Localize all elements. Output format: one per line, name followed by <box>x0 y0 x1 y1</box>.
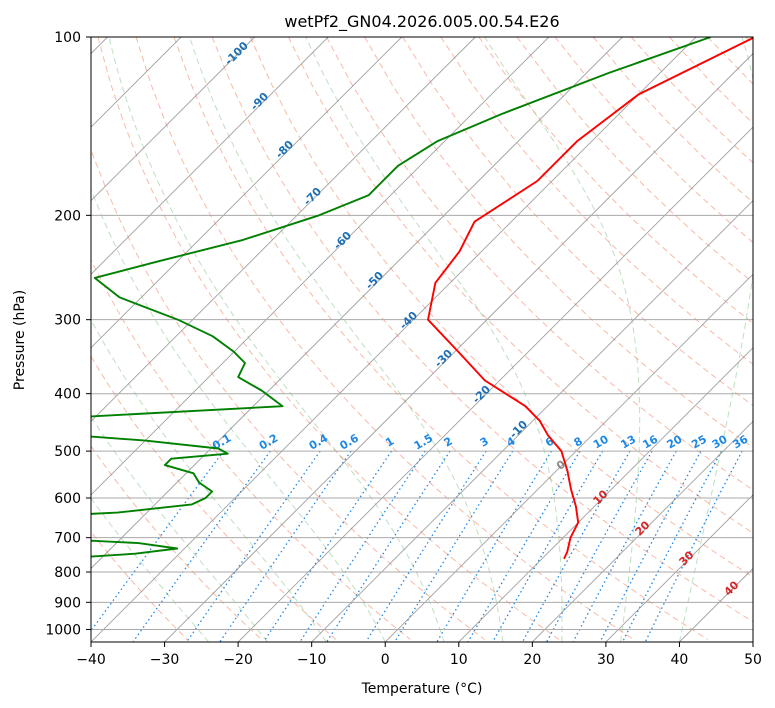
pressure-grid <box>91 37 753 630</box>
x-tick-label: 20 <box>523 652 541 668</box>
mixing-ratio-line <box>546 450 653 642</box>
mixing-ratio-line <box>326 450 451 642</box>
x-axis-label: Temperature (°C) <box>361 681 483 697</box>
y-tick-label: 300 <box>54 313 81 329</box>
dry-adiabat <box>287 37 753 534</box>
moist-adiabat <box>484 37 641 642</box>
y-tick-label: 900 <box>54 595 81 611</box>
mixing-ratio-line <box>262 450 393 642</box>
mixing-ratio-line <box>467 450 581 642</box>
isotherm-line <box>91 37 697 642</box>
mixing-ratio-lines <box>91 450 743 642</box>
moist-adiabat <box>91 188 386 642</box>
mixing-ratio-line <box>219 450 352 642</box>
dewpoint-profile-line <box>91 37 712 558</box>
isotherm-line <box>384 273 753 642</box>
moist-adiabat <box>91 415 268 642</box>
x-tick-label: 30 <box>597 652 615 668</box>
x-tick-label: −30 <box>150 652 180 668</box>
x-tick-label: 50 <box>744 652 762 668</box>
moist-adiabat <box>678 37 753 642</box>
mixing-ratio-line <box>521 450 631 642</box>
plot-frame <box>90 36 754 643</box>
mixing-ratio-line <box>599 450 702 642</box>
dry-adiabat <box>91 531 188 640</box>
dry-adiabat <box>211 37 753 623</box>
chart-title: wetPf2_GN04.2026.005.00.54.E26 <box>284 12 559 32</box>
isotherm-line <box>311 200 753 642</box>
dry-adiabat <box>173 37 709 640</box>
isotherm-line <box>91 37 550 496</box>
isotherm-line <box>458 347 753 642</box>
y-axis-label: Pressure (hPa) <box>12 290 28 390</box>
mixing-ratio-line <box>299 450 426 642</box>
y-axis-ticks: 100 200 300 400 500 600 700 800 900 1000 <box>45 30 91 638</box>
y-tick-label: 1000 <box>45 622 81 638</box>
moist-adiabat <box>305 37 563 642</box>
y-tick-label: 500 <box>54 444 81 460</box>
y-tick-label: 800 <box>54 565 81 581</box>
moist-adiabat <box>91 318 327 642</box>
isotherm-line <box>605 494 753 642</box>
temperature-profile-line <box>427 37 753 560</box>
y-tick-label: 400 <box>54 387 81 403</box>
x-tick-label: 10 <box>450 652 468 668</box>
dry-adiabat <box>440 37 753 365</box>
isotherm-line <box>164 52 753 642</box>
isotherm-line <box>91 37 329 275</box>
isotherm-line <box>532 420 753 642</box>
sounding-series <box>91 37 753 560</box>
x-tick-label: −20 <box>223 652 253 668</box>
dry-adiabats <box>91 37 753 640</box>
moist-adiabat <box>108 37 445 642</box>
moist-adiabats <box>91 37 753 642</box>
mixing-ratio-line <box>572 450 677 642</box>
mixing-ratio-line <box>91 450 225 632</box>
isotherm-line <box>237 126 753 642</box>
x-tick-label: 40 <box>671 652 689 668</box>
y-tick-label: 100 <box>54 30 81 46</box>
mixing-ratio-line <box>622 450 722 642</box>
isotherm-line <box>91 37 476 422</box>
moist-adiabat <box>189 37 504 642</box>
y-tick-label: 600 <box>54 491 81 507</box>
y-tick-label: 200 <box>54 208 81 224</box>
x-tick-label: −10 <box>297 652 327 668</box>
dry-adiabat <box>402 37 753 407</box>
dry-adiabat <box>135 37 634 640</box>
dry-adiabat <box>91 355 337 640</box>
dry-adiabat <box>97 37 560 640</box>
y-tick-label: 700 <box>54 531 81 547</box>
moist-adiabat <box>91 497 210 642</box>
mixing-ratio-line <box>436 450 553 642</box>
x-tick-label: −40 <box>76 652 106 668</box>
isotherm-line <box>91 37 403 349</box>
x-tick-label: 0 <box>381 652 390 668</box>
isotherm-line <box>91 37 255 202</box>
x-axis-ticks: −40 −30 −20 −10 0 10 20 30 40 50 <box>76 642 762 668</box>
